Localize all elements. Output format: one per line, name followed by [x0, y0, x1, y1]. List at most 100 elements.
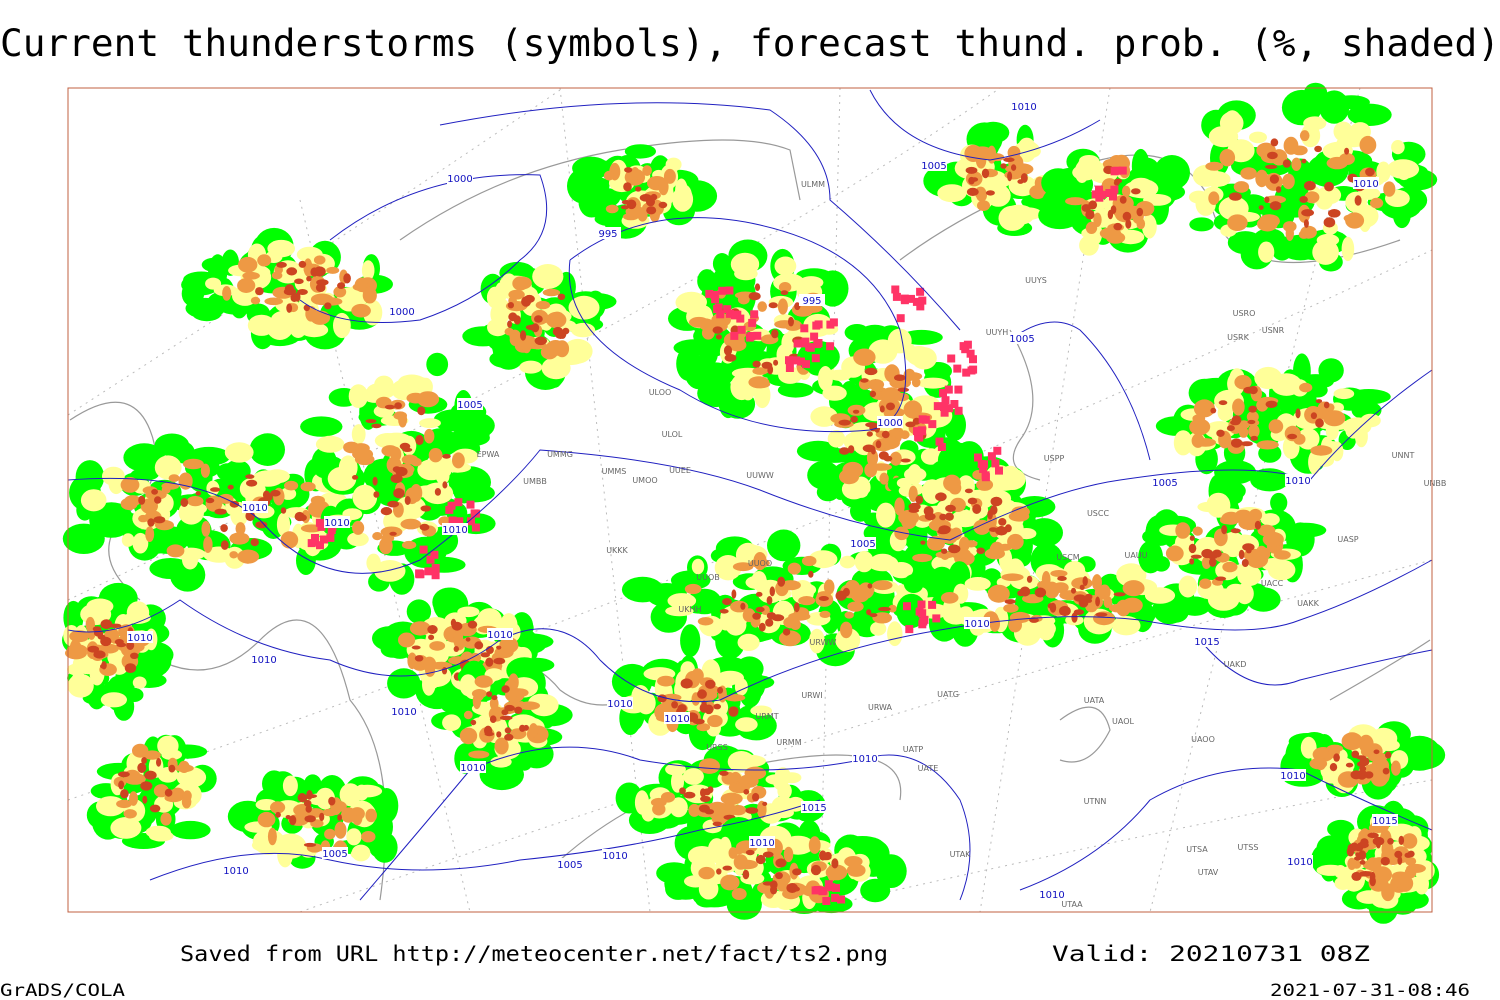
probability-patch: [154, 433, 190, 457]
probability-patch: [1264, 196, 1270, 203]
probability-patch: [528, 723, 539, 738]
probability-patch: [783, 846, 794, 863]
probability-patch: [1106, 231, 1126, 244]
probability-patch: [894, 497, 905, 516]
station-code: UUWW: [746, 471, 774, 480]
probability-patch: [1017, 590, 1025, 597]
probability-patch: [1385, 751, 1392, 759]
probability-patch: [777, 576, 786, 587]
probability-patch: [757, 301, 767, 312]
probability-patch: [394, 402, 402, 409]
storm-symbol: [933, 402, 942, 411]
probability-patch: [166, 544, 185, 558]
isobar-label: 1010: [1011, 102, 1036, 113]
probability-patch: [1304, 82, 1328, 103]
probability-patch: [1300, 123, 1321, 148]
probability-patch: [736, 859, 758, 870]
isobar-label: 1000: [447, 174, 472, 185]
probability-patch: [734, 678, 748, 696]
station-code: UUOO: [748, 559, 772, 568]
probability-patch: [658, 201, 668, 209]
probability-patch: [898, 509, 920, 526]
probability-patch: [294, 278, 304, 285]
station-code: UAKK: [1297, 599, 1320, 608]
probability-patch: [245, 474, 255, 479]
probability-patch: [1270, 492, 1288, 513]
probability-patch: [1008, 617, 1022, 633]
storm-symbol: [710, 290, 719, 299]
probability-patch: [297, 795, 308, 801]
probability-patch: [214, 508, 227, 515]
probability-patch: [393, 488, 405, 499]
storm-symbol: [954, 406, 963, 415]
storm-symbol: [467, 517, 475, 526]
probability-patch: [768, 302, 778, 309]
probability-patch: [788, 316, 794, 327]
probability-patch: [1197, 501, 1221, 513]
storm-symbol: [725, 309, 734, 318]
probability-patch: [683, 791, 696, 799]
probability-patch: [137, 762, 147, 774]
probability-patch: [1307, 383, 1328, 398]
probability-patch: [860, 378, 869, 383]
storm-symbol: [316, 541, 324, 550]
probability-patch: [998, 518, 1007, 526]
probability-patch: [819, 610, 831, 619]
probability-patch: [428, 448, 443, 463]
probability-patch: [69, 630, 90, 643]
probability-patch: [751, 571, 767, 591]
probability-patch: [331, 801, 347, 812]
probability-patch: [250, 433, 285, 466]
probability-patch: [869, 390, 877, 398]
probability-patch: [646, 197, 655, 207]
probability-patch: [504, 727, 512, 734]
storm-symbol: [918, 620, 927, 629]
probability-patch: [869, 613, 878, 618]
probability-patch: [224, 459, 251, 483]
isobar-label-bg: [1039, 888, 1065, 900]
isobar-label: 1000: [877, 418, 902, 429]
probability-patch: [116, 799, 132, 809]
probability-patch: [373, 491, 380, 498]
probability-patch: [697, 617, 714, 626]
isobar-label: 1015: [801, 803, 826, 814]
probability-patch: [1332, 95, 1370, 110]
probability-patch: [1256, 440, 1279, 450]
storm-symbol: [941, 396, 950, 405]
probability-patch: [372, 532, 383, 541]
probability-patch: [136, 465, 160, 481]
probability-patch: [300, 481, 316, 492]
probability-patch: [1358, 850, 1367, 860]
probability-patch: [1138, 540, 1163, 574]
storm-symbol: [991, 459, 1000, 468]
station-code: UTNN: [1084, 797, 1107, 806]
probability-patch: [730, 600, 749, 613]
probability-patch: [523, 294, 535, 303]
probability-patch: [642, 165, 652, 177]
probability-patch: [1233, 181, 1250, 193]
station-code: UNNT: [1392, 451, 1415, 460]
probability-patch: [1316, 835, 1346, 862]
probability-patch: [474, 641, 484, 650]
probability-patch: [762, 801, 768, 807]
storm-symbol: [939, 388, 947, 397]
probability-patch: [210, 487, 221, 492]
storm-symbol: [819, 886, 828, 895]
probability-patch: [398, 412, 408, 428]
probability-patch: [441, 667, 448, 675]
probability-patch: [1300, 736, 1317, 759]
probability-patch: [881, 387, 901, 402]
probability-patch: [262, 490, 271, 500]
probability-patch: [762, 881, 773, 886]
probability-patch: [705, 679, 716, 689]
probability-patch: [100, 692, 127, 708]
probability-patch: [1038, 623, 1055, 641]
probability-patch: [938, 525, 951, 534]
probability-patch: [850, 587, 870, 603]
probability-patch: [401, 540, 417, 550]
probability-patch: [276, 261, 287, 268]
probability-patch: [1001, 573, 1024, 581]
valid-time: Valid: 20210731 08Z: [1052, 942, 1370, 966]
probability-patch: [1258, 205, 1264, 211]
probability-patch: [824, 851, 832, 860]
